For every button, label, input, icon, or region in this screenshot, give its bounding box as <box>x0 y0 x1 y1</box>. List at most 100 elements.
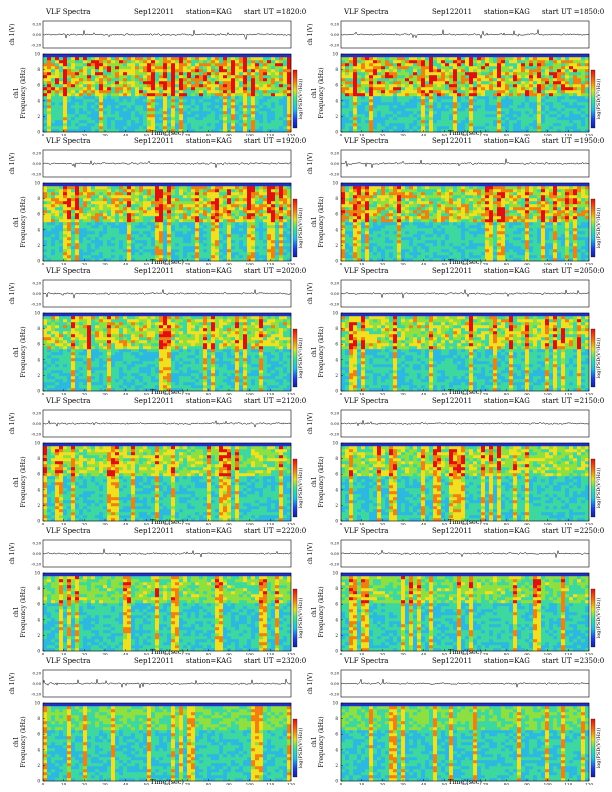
header-title: VLF Spectra <box>46 136 90 146</box>
x-tick-label: 70 <box>483 653 489 656</box>
y-axis-label-channel: ch1 <box>311 736 318 747</box>
x-tick-label: 20 <box>82 523 88 526</box>
x-tick-label: 120 <box>287 653 295 656</box>
colorbar <box>590 718 596 778</box>
x-tick-label: 40 <box>123 263 129 266</box>
header-start-ut: start UT =2050:0 <box>542 266 604 276</box>
spectrogram-panel: 0.20 0.00 -0.20 ch 1(V) 0 2 4 6 8 10 0 10 20 30 40 50 60… <box>304 265 604 395</box>
start-ut-label: start UT = <box>244 657 282 665</box>
colorbar <box>292 328 298 388</box>
y-axis-label-channel: ch1 <box>13 736 20 747</box>
x-tick-label: 120 <box>585 783 593 786</box>
header-start-ut: start UT =1820:0 <box>244 7 306 17</box>
x-tick-label: 60 <box>164 263 170 266</box>
x-tick-label: 70 <box>483 523 489 526</box>
y-tick-label: 0 <box>335 130 338 135</box>
waveform-tick-label: -0.20 <box>31 692 41 697</box>
y-axis-label: Frequency (kHz) <box>20 716 27 767</box>
x-tick-label: 90 <box>524 263 530 266</box>
waveform-trace <box>340 678 590 689</box>
x-tick-label: 100 <box>544 653 552 656</box>
x-tick-label: 120 <box>287 523 295 526</box>
y-tick-label: 6 <box>37 472 40 477</box>
x-tick-label: 40 <box>421 134 427 137</box>
x-tick-label: 90 <box>524 783 530 786</box>
colorbar <box>590 328 596 388</box>
x-tick-label: 60 <box>462 134 468 137</box>
x-tick-label: 50 <box>144 263 150 266</box>
x-tick-label: 20 <box>380 393 386 396</box>
start-ut-value: 2320:0 <box>282 657 307 665</box>
waveform-trace <box>42 419 292 428</box>
x-tick-label: 50 <box>442 653 448 656</box>
y-tick-label: 2 <box>37 373 40 378</box>
y-tick-label: 10 <box>35 311 41 316</box>
x-tick-label: 0 <box>42 653 45 656</box>
colorbar-label: log(PSD(V²/Hz)) <box>595 338 602 379</box>
spectrogram-panel: 0.20 0.00 -0.20 ch 1(V) 0 2 4 6 8 10 0 10 20 30 40 50 60… <box>304 6 604 136</box>
x-tick-label: 120 <box>287 263 295 266</box>
y-axis-label: Frequency (kHz) <box>20 196 27 247</box>
y-tick-label: 4 <box>335 487 338 492</box>
x-tick-label: 100 <box>246 653 254 656</box>
start-ut-label: start UT = <box>542 8 580 16</box>
x-tick-label: 110 <box>564 523 572 526</box>
y-axis-label: Frequency (kHz) <box>20 586 27 637</box>
waveform-trace <box>340 420 590 427</box>
x-tick-label: 110 <box>266 523 274 526</box>
waveform-ylabel: ch 1(V) <box>307 283 314 305</box>
start-ut-value: 2220:0 <box>282 527 307 535</box>
x-axis-label: Time (sec) <box>448 129 482 136</box>
colorbar-label: log(PSD(V²/Hz)) <box>297 598 304 639</box>
x-tick-label: 40 <box>123 134 129 137</box>
x-tick-label: 60 <box>164 783 170 786</box>
x-tick-label: 110 <box>564 393 572 396</box>
x-tick-label: 120 <box>585 653 593 656</box>
y-tick-label: 4 <box>37 487 40 492</box>
x-axis-label: Time (sec) <box>448 258 482 265</box>
x-tick-label: 100 <box>246 393 254 396</box>
waveform-tick-label: 0.00 <box>33 32 42 37</box>
waveform-ylabel: ch 1(V) <box>9 24 16 46</box>
y-axis-label: Frequency (kHz) <box>318 326 325 377</box>
panel-header: VLF Spectra Sep122011 station=KAG start UT … <box>46 396 306 406</box>
waveform-trace <box>42 678 292 689</box>
header-station: station=KAG <box>186 266 232 276</box>
y-tick-label: 2 <box>37 763 40 768</box>
x-tick-label: 90 <box>226 134 232 137</box>
colorbar <box>590 69 596 129</box>
waveform-tick-label: -0.20 <box>329 43 339 48</box>
x-tick-label: 40 <box>123 393 129 396</box>
x-axis-label: Time (sec) <box>150 648 184 655</box>
x-tick-label: 0 <box>42 263 45 266</box>
y-tick-label: 4 <box>335 357 338 362</box>
y-tick-label: 8 <box>335 326 338 331</box>
x-tick-label: 30 <box>102 263 108 266</box>
header-title: VLF Spectra <box>344 136 388 146</box>
y-tick-label: 4 <box>335 98 338 103</box>
y-tick-label: 2 <box>335 373 338 378</box>
y-tick-label: 6 <box>335 472 338 477</box>
x-tick-label: 10 <box>359 393 365 396</box>
header-date: Sep122011 <box>432 136 472 146</box>
x-tick-label: 60 <box>164 134 170 137</box>
x-tick-label: 30 <box>102 783 108 786</box>
waveform-tick-label: -0.20 <box>31 562 41 567</box>
x-tick-label: 20 <box>380 783 386 786</box>
waveform-tick-label: 0.00 <box>33 161 42 166</box>
header-title: VLF Spectra <box>344 396 388 406</box>
y-tick-label: 2 <box>335 763 338 768</box>
waveform-tick-label: 0.20 <box>331 541 340 546</box>
y-tick-label: 2 <box>37 243 40 248</box>
waveform-trace <box>340 549 590 558</box>
y-axis-label-channel: ch1 <box>311 87 318 98</box>
start-ut-value: 1920:0 <box>282 137 307 145</box>
spectrogram-image <box>341 703 590 782</box>
spectrogram-image <box>43 443 292 522</box>
waveform-ylabel: ch 1(V) <box>307 543 314 565</box>
start-ut-value: 1850:0 <box>580 8 605 16</box>
x-tick-label: 10 <box>359 134 365 137</box>
header-start-ut: start UT =1950:0 <box>542 136 604 146</box>
waveform-trace <box>42 548 292 558</box>
